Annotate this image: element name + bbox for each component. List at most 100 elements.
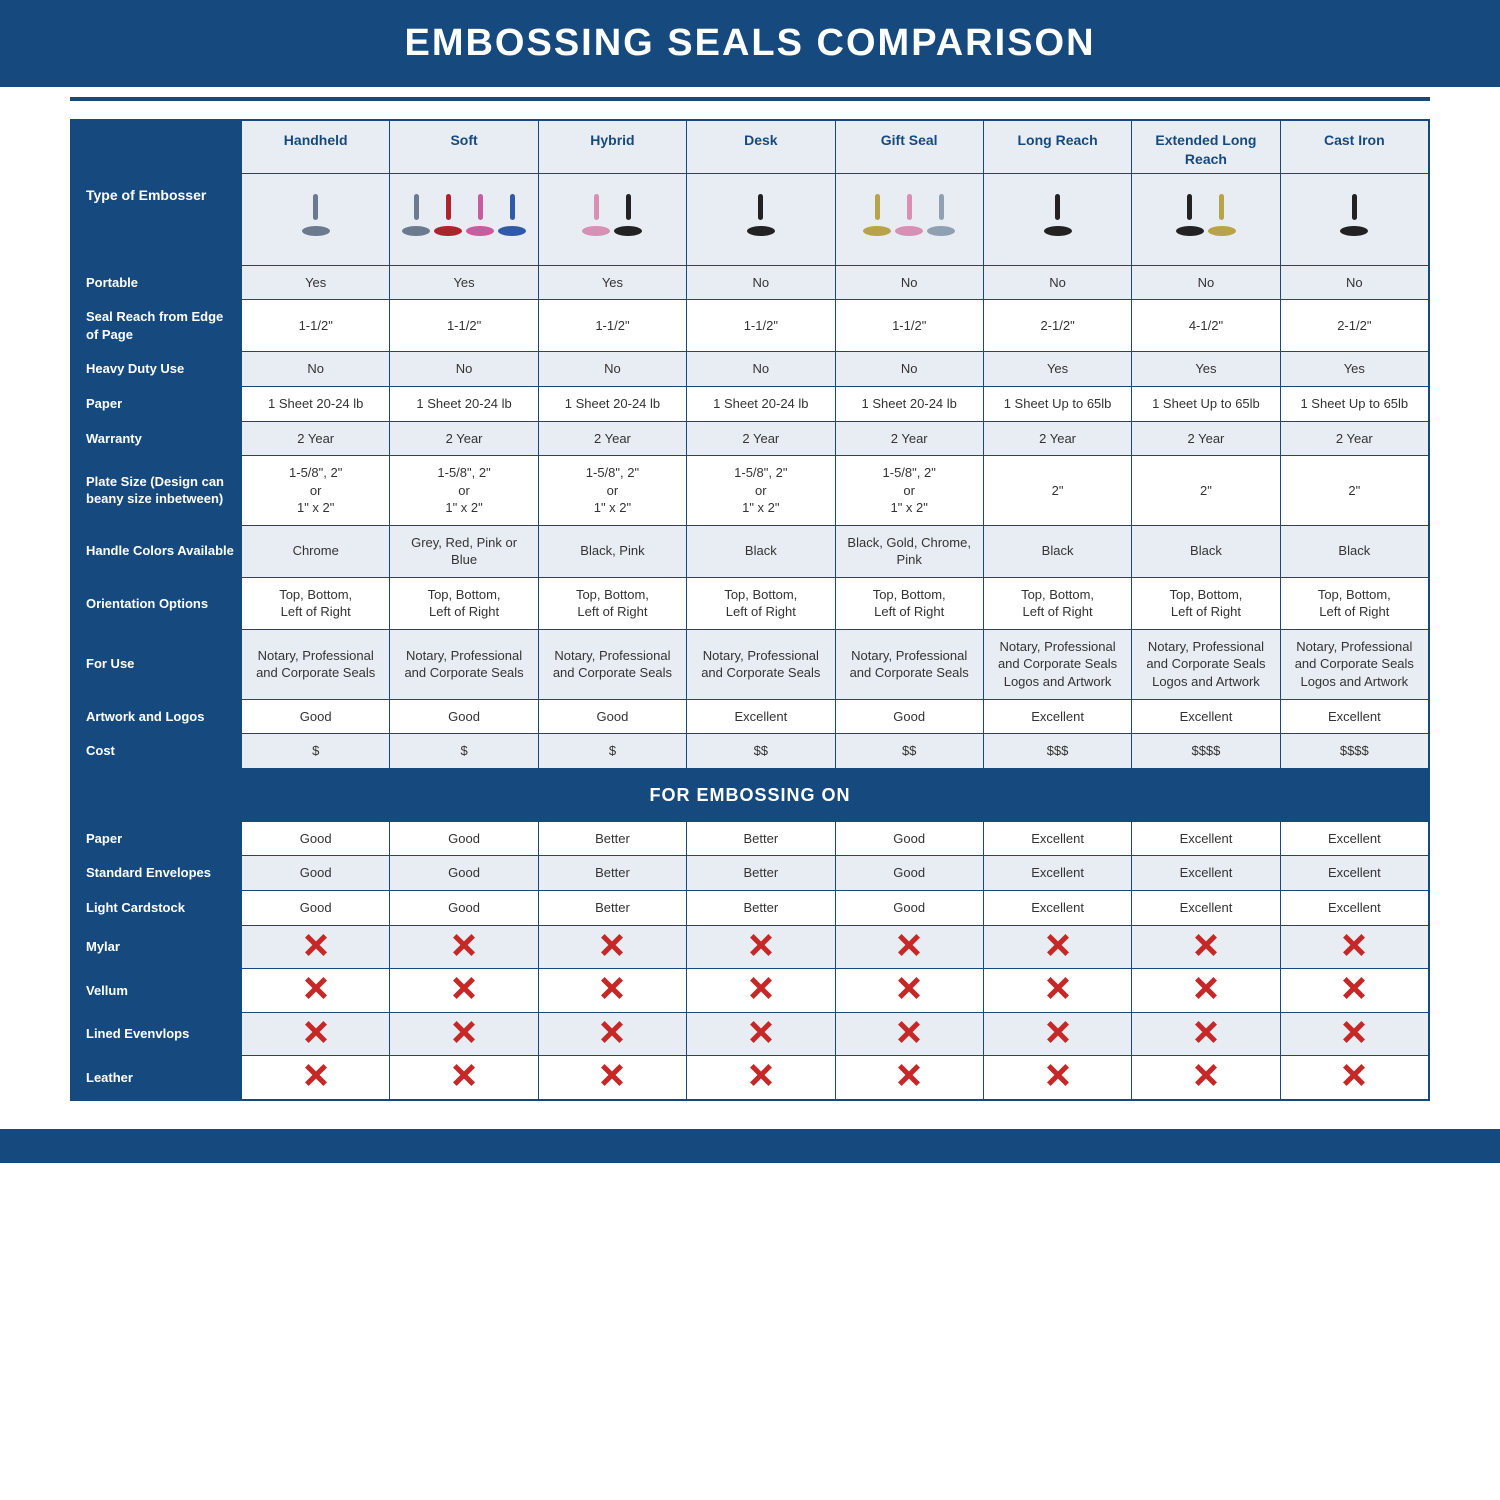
column-header: Handheld xyxy=(242,121,390,174)
x-icon xyxy=(601,977,623,999)
row-label: Seal Reach from Edge of Page xyxy=(72,300,242,352)
table-cell: Grey, Red, Pink or Blue xyxy=(390,525,538,577)
table-cell: Excellent xyxy=(983,821,1131,856)
x-icon xyxy=(601,1021,623,1043)
table-cell: 2 Year xyxy=(242,421,390,456)
table-cell: Chrome xyxy=(242,525,390,577)
x-icon xyxy=(453,1064,475,1086)
table-cell: $ xyxy=(538,734,686,769)
table-cell: 1-1/2" xyxy=(242,300,390,352)
x-icon xyxy=(1047,1064,1069,1086)
table-cell xyxy=(835,1056,983,1100)
embosser-icon xyxy=(1208,202,1236,236)
table-cell: Good xyxy=(390,821,538,856)
table-cell: Good xyxy=(538,699,686,734)
x-icon xyxy=(1343,934,1365,956)
table-cell xyxy=(835,1012,983,1056)
title-underline xyxy=(70,97,1430,101)
product-image-cell xyxy=(242,173,390,265)
x-icon xyxy=(305,977,327,999)
embosser-icon xyxy=(1176,202,1204,236)
column-header: Desk xyxy=(687,121,835,174)
table-cell: Good xyxy=(835,856,983,891)
table-cell xyxy=(687,925,835,969)
table-cell: Excellent xyxy=(983,856,1131,891)
table-cell xyxy=(1280,1012,1428,1056)
table-cell: Good xyxy=(835,821,983,856)
table-cell: 1 Sheet 20-24 lb xyxy=(538,386,686,421)
table-cell xyxy=(242,1012,390,1056)
row-label: Orientation Options xyxy=(72,577,242,629)
x-icon xyxy=(750,1064,772,1086)
table-cell: Excellent xyxy=(1280,856,1428,891)
section-title: FOR EMBOSSING ON xyxy=(72,768,1429,821)
table-cell: Good xyxy=(242,699,390,734)
column-header: Extended Long Reach xyxy=(1132,121,1280,174)
x-icon xyxy=(305,934,327,956)
table-cell: Excellent xyxy=(983,699,1131,734)
row-label: Standard Envelopes xyxy=(72,856,242,891)
table-cell xyxy=(835,969,983,1013)
table-cell xyxy=(1132,969,1280,1013)
row-label: Portable xyxy=(72,265,242,300)
table-cell: 1 Sheet 20-24 lb xyxy=(242,386,390,421)
table-cell: 2-1/2" xyxy=(983,300,1131,352)
table-cell: Good xyxy=(835,699,983,734)
table-cell: Top, Bottom,Left of Right xyxy=(1280,577,1428,629)
table-cell xyxy=(1280,925,1428,969)
table-cell: Yes xyxy=(1132,352,1280,387)
row-label: Artwork and Logos xyxy=(72,699,242,734)
x-icon xyxy=(453,1021,475,1043)
table-cell: $ xyxy=(242,734,390,769)
table-cell: Notary, Professional and Corporate Seals xyxy=(538,629,686,699)
embosser-icon xyxy=(302,202,330,236)
table-cell: 2 Year xyxy=(687,421,835,456)
table-cell: 2 Year xyxy=(1132,421,1280,456)
embosser-icon xyxy=(1340,202,1368,236)
embosser-icon xyxy=(614,202,642,236)
table-cell: 2-1/2" xyxy=(1280,300,1428,352)
table-cell: No xyxy=(687,352,835,387)
x-icon xyxy=(453,977,475,999)
embosser-icon xyxy=(466,202,494,236)
row-label: Heavy Duty Use xyxy=(72,352,242,387)
column-header: Soft xyxy=(390,121,538,174)
table-cell: Yes xyxy=(538,265,686,300)
table-cell xyxy=(538,1056,686,1100)
table-cell xyxy=(390,969,538,1013)
x-icon xyxy=(305,1021,327,1043)
table-cell: 2 Year xyxy=(835,421,983,456)
table-cell: 4-1/2" xyxy=(1132,300,1280,352)
table-cell: 1 Sheet 20-24 lb xyxy=(835,386,983,421)
comparison-table: Type of EmbosserHandheldSoftHybridDeskGi… xyxy=(71,120,1429,1100)
row-label: Paper xyxy=(72,386,242,421)
table-cell xyxy=(1132,1056,1280,1100)
x-icon xyxy=(750,934,772,956)
table-cell: 2" xyxy=(1280,456,1428,526)
row-label: Paper xyxy=(72,821,242,856)
table-cell: Good xyxy=(390,856,538,891)
x-icon xyxy=(601,934,623,956)
table-cell: $$$$ xyxy=(1280,734,1428,769)
table-cell: 1-5/8", 2"or1" x 2" xyxy=(242,456,390,526)
table-cell: No xyxy=(1132,265,1280,300)
table-cell: $$$$ xyxy=(1132,734,1280,769)
table-cell: No xyxy=(538,352,686,387)
table-cell: No xyxy=(1280,265,1428,300)
embosser-icon xyxy=(927,202,955,236)
table-cell xyxy=(538,969,686,1013)
table-cell xyxy=(983,1012,1131,1056)
x-icon xyxy=(1195,1064,1217,1086)
x-icon xyxy=(898,1064,920,1086)
table-cell: Notary, Professional and Corporate Seals… xyxy=(983,629,1131,699)
table-cell: Black xyxy=(687,525,835,577)
embosser-icon xyxy=(582,202,610,236)
table-cell: Better xyxy=(538,821,686,856)
table-cell: Top, Bottom,Left of Right xyxy=(983,577,1131,629)
x-icon xyxy=(750,1021,772,1043)
row-label: Cost xyxy=(72,734,242,769)
table-cell: Black xyxy=(983,525,1131,577)
table-cell xyxy=(1280,969,1428,1013)
row-label: For Use xyxy=(72,629,242,699)
table-cell: $$ xyxy=(687,734,835,769)
